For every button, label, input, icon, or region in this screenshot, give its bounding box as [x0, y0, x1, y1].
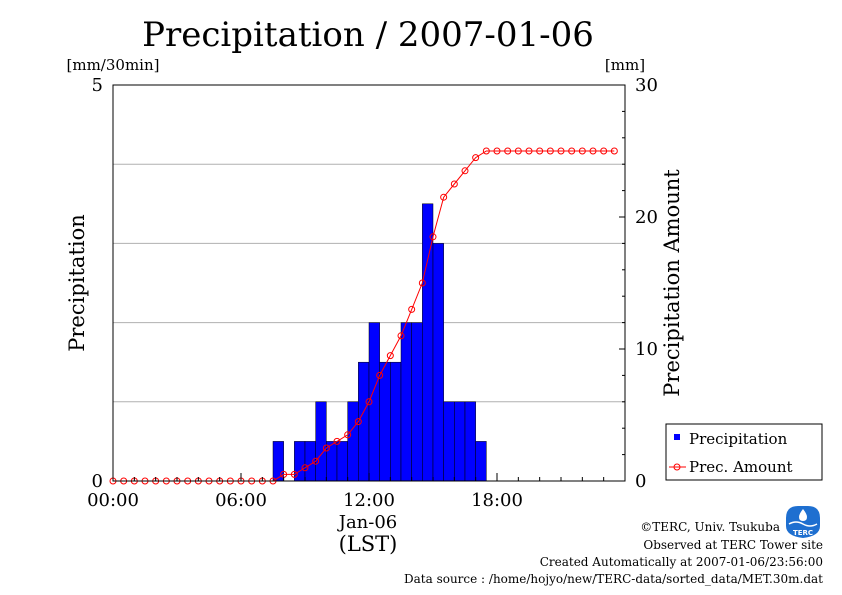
terc-logo: TERC	[786, 506, 820, 538]
terc-logo-text: TERC	[793, 529, 813, 537]
prec-amount-point	[525, 147, 533, 155]
precipitation-bar	[379, 361, 391, 482]
prec-amount-point	[461, 167, 469, 175]
legend-line-label: Prec. Amount	[689, 458, 793, 476]
prec-amount-point	[493, 147, 501, 155]
prec-amount-point	[450, 180, 458, 188]
water-drop-icon	[799, 509, 807, 521]
y-right-tick-label: 0	[635, 471, 646, 492]
prec-amount-point	[312, 457, 320, 465]
y-right-tick-label: 10	[635, 339, 658, 360]
prec-amount-point	[429, 233, 437, 241]
prec-amount-point	[589, 147, 597, 155]
y-right-tick-label: 30	[635, 75, 658, 96]
precipitation-bars	[272, 203, 487, 482]
prec-amount-point	[504, 147, 512, 155]
precipitation-bar	[432, 243, 444, 482]
y-left-tick-label: 5	[92, 75, 103, 96]
left-axis-label: Precipitation	[65, 214, 89, 352]
terc-logo-emblem	[786, 506, 820, 538]
prec-amount-point	[290, 470, 298, 478]
precipitation-bar	[390, 361, 402, 482]
precipitation-bar	[464, 401, 476, 482]
right-axis-unit: [mm]	[605, 56, 645, 74]
created-text: Created Automatically at 2007-01-06/23:5…	[540, 555, 823, 569]
prec-amount-point	[397, 332, 405, 340]
prec-amount-point	[610, 147, 618, 155]
observed-text: Observed at TERC Tower site	[643, 538, 823, 552]
prec-amount-point	[568, 147, 576, 155]
axis-ticks: 00:00 06:00 12:00 18:00 0 5 0 10 20 30	[87, 75, 658, 511]
legend-box	[665, 423, 823, 481]
precipitation-bar	[347, 401, 359, 482]
precipitation-bar	[411, 322, 423, 482]
prec-amount-point	[418, 279, 426, 287]
prec-amount-point	[354, 418, 362, 426]
legend-bar-label: Precipitation	[689, 430, 788, 448]
prec-amount-point	[600, 147, 608, 155]
precipitation-bar	[336, 441, 348, 482]
prec-amount-point	[322, 444, 330, 452]
left-axis-unit: [mm/30min]	[67, 56, 160, 74]
x-tick-label: 06:00	[215, 490, 267, 511]
precipitation-bar	[475, 441, 487, 482]
x-tick-label: 00:00	[87, 490, 139, 511]
precipitation-bar	[454, 401, 466, 482]
precipitation-bar	[294, 441, 306, 482]
data-source-text: Data source : /home/hojyo/new/TERC-data/…	[404, 572, 823, 586]
prec-amount-point	[386, 352, 394, 360]
prec-amount-point	[408, 305, 416, 313]
wave-icon	[788, 521, 818, 527]
precipitation-bar	[304, 441, 316, 482]
precipitation-bar	[400, 322, 412, 482]
prec-amount-point	[514, 147, 522, 155]
precipitation-bar	[358, 361, 370, 482]
prec-amount-point	[536, 147, 544, 155]
chart-title: Precipitation / 2007-01-06	[142, 15, 594, 55]
x-axis-timezone-label: (LST)	[339, 532, 398, 556]
prec-amount-point	[365, 398, 373, 406]
right-axis-label: Precipitation Amount	[660, 169, 684, 397]
legend-line-marker	[673, 463, 681, 471]
x-axis-date-label: Jan-06	[337, 512, 398, 533]
prec-amount-point	[301, 464, 309, 472]
y-left-tick-label: 0	[92, 471, 103, 492]
prec-amount-point	[578, 147, 586, 155]
legend-bar-swatch	[674, 434, 680, 440]
y-right-tick-label: 20	[635, 207, 658, 228]
x-tick-label: 18:00	[471, 490, 523, 511]
precipitation-bar	[315, 401, 327, 482]
prec-amount-point	[333, 437, 341, 445]
legend: Precipitation Prec. Amount	[665, 423, 823, 481]
prec-amount-point	[557, 147, 565, 155]
prec-amount-point	[546, 147, 554, 155]
prec-amount-point	[376, 371, 384, 379]
prec-amount-point	[472, 154, 480, 162]
precipitation-bar	[443, 401, 455, 482]
copyright-text: ©TERC, Univ. Tsukuba	[640, 520, 780, 534]
x-tick-label: 12:00	[343, 490, 395, 511]
prec-amount-point	[482, 147, 490, 155]
precipitation-bar	[368, 322, 380, 482]
prec-amount-point	[440, 193, 448, 201]
prec-amount-point	[344, 431, 352, 439]
